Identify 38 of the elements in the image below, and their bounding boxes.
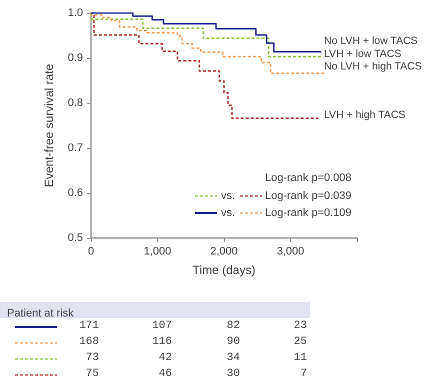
- y-tick-label: 0.8: [68, 97, 83, 109]
- x-tick-label: 2,000: [210, 246, 238, 258]
- x-tick-label: 1,000: [144, 246, 172, 258]
- annotation: Log-rank p=0.109: [265, 207, 352, 220]
- series-label: No LVH + high TACS: [324, 60, 422, 72]
- text: 116: [151, 336, 172, 349]
- annotation: Log-rank p=0.008: [265, 172, 352, 185]
- x-axis-title: Time (days): [192, 263, 256, 277]
- y-tick-label: 0.6: [68, 187, 83, 199]
- x-tick-label: 3,000: [276, 246, 304, 258]
- text: 73: [84, 352, 99, 365]
- annotation: vs.: [221, 207, 236, 220]
- x-tick-label: 0: [88, 246, 94, 258]
- text: 25: [292, 336, 307, 349]
- text: 11: [292, 352, 307, 365]
- text: 30: [226, 368, 240, 381]
- y-tick-label: 0.5: [68, 232, 83, 244]
- text: Patient at risk: [7, 308, 74, 320]
- text: 34: [226, 352, 240, 365]
- annotation: vs.: [221, 190, 236, 203]
- text: 171: [78, 320, 99, 333]
- series-label: LVH + high TACS: [324, 109, 406, 121]
- text: 23: [292, 320, 307, 333]
- text: 168: [78, 336, 99, 349]
- series-label: LVH + low TACS: [324, 48, 402, 60]
- text: 90: [226, 336, 240, 349]
- text: 82: [226, 320, 240, 333]
- y-tick-label: 0.7: [68, 142, 83, 154]
- text: 42: [158, 352, 172, 365]
- text: 46: [158, 368, 172, 381]
- text: 7: [299, 368, 307, 381]
- series-label: No LVH + low TACS: [324, 34, 418, 47]
- y-tick-label: 0.9: [68, 52, 83, 64]
- annotation: Log-rank p=0.039: [265, 190, 352, 203]
- text: 75: [84, 368, 99, 381]
- text: 107: [151, 320, 172, 333]
- y-tick-label: 1.0: [68, 7, 83, 19]
- y-axis-title: Event-free survival rate: [42, 63, 56, 188]
